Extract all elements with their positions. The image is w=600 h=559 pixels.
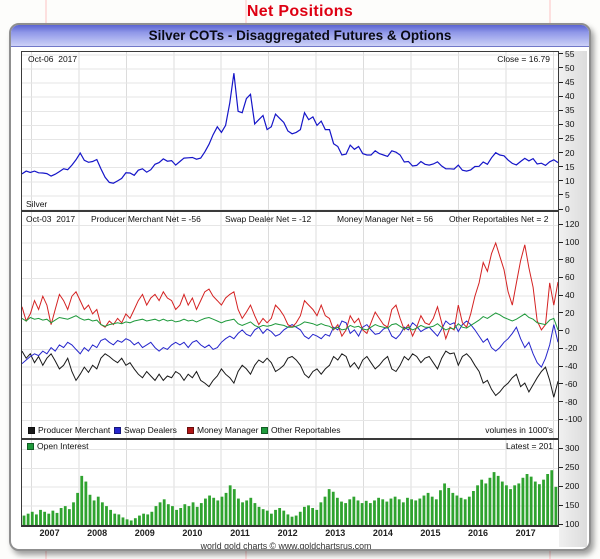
panel-open-interest: Open Interest Latest = 201 (21, 439, 559, 527)
y-tick-label: -20 (559, 343, 577, 353)
silver-price-plot (22, 52, 558, 210)
legend-label: Other Reportables (271, 425, 341, 435)
y-tick-label: 250 (559, 462, 579, 472)
y-tick-label: 40 (559, 91, 574, 101)
legend-swatch-green (261, 426, 268, 434)
cot-legend: Producer Merchant Swap Dealers Money Man… (22, 424, 558, 437)
y-tick-label: 0 (559, 204, 570, 214)
year-label: 2014 (372, 528, 393, 538)
panel1-date-label: Oct-06 2017 (28, 54, 78, 64)
y-tick-label: 40 (559, 290, 574, 300)
year-label: 2017 (515, 528, 536, 538)
panel-cot-nets: Oct-03 2017 Producer Merchant Net = -56 … (21, 211, 559, 439)
y-axis-strip: 0 5 10 15 20 25 30 35 40 45 50 55 -100 -80 -60 -40 -20 0 2… (559, 49, 587, 547)
legend-item-other-reportables: Other Reportables (261, 425, 340, 435)
y-tick-label: 20 (559, 308, 574, 318)
year-label: 2008 (87, 528, 108, 538)
y-tick-label: 100 (559, 237, 579, 247)
legend-item-producer-merchant: Producer Merchant (28, 425, 110, 435)
footer-credit: world gold charts © www.goldchartsrus.co… (200, 541, 372, 551)
legend-label: Money Manager (197, 425, 259, 435)
year-label: 2012 (277, 528, 298, 538)
panel1-close-label: Close = 16.79 (497, 54, 550, 64)
legend-item-swap-dealers: Swap Dealers (114, 425, 177, 435)
y-tick-label: -100 (559, 414, 582, 424)
y-tick-label: 150 (559, 500, 579, 510)
legend-item-money-manager: Money Manager (187, 425, 258, 435)
latest-label: Latest = 201 (505, 441, 553, 451)
panel2-header: Oct-03 2017 Producer Merchant Net = -56 … (22, 214, 558, 225)
panel2-stat-producer-merchant: Producer Merchant Net = -56 (91, 214, 201, 224)
panel2-stat-other-reportables: Other Reportables Net = 2 (449, 214, 549, 224)
y-tick-label: 50 (559, 63, 574, 73)
y-tick-label: 120 (559, 219, 579, 229)
y-tick-label: 10 (559, 176, 574, 186)
legend-label: Producer Merchant (38, 425, 111, 435)
y-tick-label: 25 (559, 133, 574, 143)
y-tick-label: 35 (559, 105, 574, 115)
window-title-bar: Silver COTs - Disaggregated Futures & Op… (11, 25, 589, 47)
panel2-stat-swap-dealer: Swap Dealer Net = -12 (225, 214, 312, 224)
open-interest-label: Open Interest (27, 441, 89, 451)
year-label: 2016 (468, 528, 489, 538)
year-label: 2009 (134, 528, 155, 538)
open-interest-plot (22, 440, 558, 525)
panel2-date-label: Oct-03 2017 (26, 214, 76, 224)
panel3-header: Open Interest Latest = 201 (22, 441, 558, 452)
panel-silver-price: Oct-06 2017 Close = 16.79 Silver (21, 51, 559, 211)
x-axis-labels: 2007 2008 2009 2010 2011 2012 2013 2014 2015 2016… (21, 528, 559, 540)
page-title: Net Positions (246, 3, 354, 20)
y-tick-label: -60 (559, 379, 577, 389)
year-label: 2007 (39, 528, 60, 538)
y-tick-label: 100 (559, 519, 579, 529)
y-tick-label: 30 (559, 119, 574, 129)
panel2-stat-money-manager: Money Manager Net = 56 (337, 214, 434, 224)
y-tick-label: 15 (559, 162, 574, 172)
legend-swatch-black (28, 426, 35, 434)
volumes-note: volumes in 1000's (485, 425, 553, 435)
y-tick-label: 20 (559, 148, 574, 158)
legend-label: Swap Dealers (124, 425, 177, 435)
year-label: 2013 (325, 528, 346, 538)
y-tick-label: 200 (559, 481, 579, 491)
window-title: Silver COTs - Disaggregated Futures & Op… (148, 28, 452, 43)
legend-label: Open Interest (37, 441, 89, 451)
y-tick-label: 0 (559, 326, 570, 336)
chart-window: Silver COTs - Disaggregated Futures & Op… (9, 23, 591, 551)
panel1-header: Oct-06 2017 Close = 16.79 (22, 54, 558, 65)
legend-swatch-red (187, 426, 194, 434)
y-tick-label: -80 (559, 397, 577, 407)
y-tick-label: 300 (559, 443, 579, 453)
year-label: 2011 (230, 528, 250, 538)
legend-swatch-blue (114, 426, 121, 434)
y-tick-label: 5 (559, 190, 570, 200)
y-tick-label: 45 (559, 77, 574, 87)
year-label: 2010 (182, 528, 203, 538)
y-tick-label: -40 (559, 361, 577, 371)
y-tick-label: 55 (559, 49, 574, 59)
cot-net-positions-plot (22, 212, 558, 438)
y-tick-label: 80 (559, 255, 574, 265)
year-label: 2015 (420, 528, 441, 538)
panel1-series-label: Silver (26, 199, 48, 209)
chart-area: 0 5 10 15 20 25 30 35 40 45 50 55 -100 -80 -60 -40 -20 0 2… (13, 49, 587, 549)
legend-swatch-open-interest (27, 442, 34, 450)
y-tick-label: 60 (559, 272, 574, 282)
